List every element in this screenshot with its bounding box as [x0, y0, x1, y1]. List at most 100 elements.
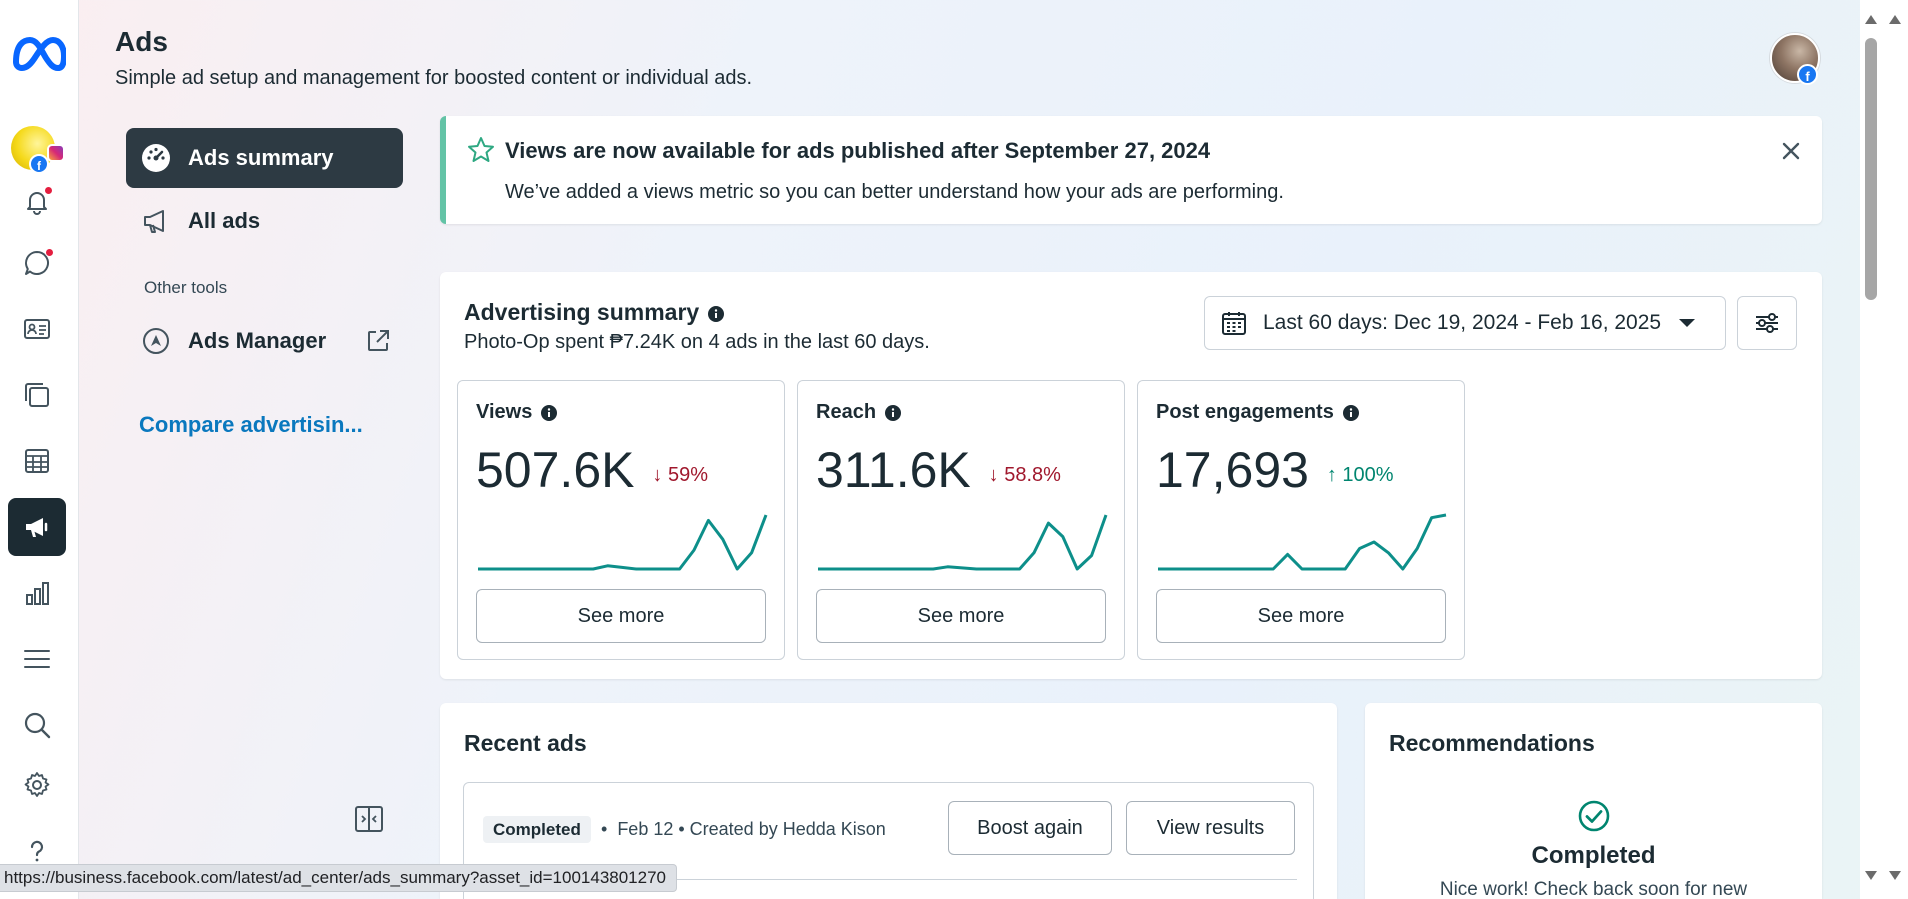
rail-planner[interactable]: [8, 432, 66, 490]
recommendations-hint: Nice work! Check back soon for new: [1439, 879, 1748, 899]
notice-body: We’ve added a views metric so you can be…: [505, 181, 1284, 203]
metric-change-text: 58.8%: [1004, 464, 1061, 486]
info-icon[interactable]: [707, 305, 725, 323]
bar-chart-icon: [26, 582, 49, 605]
notification-dot: [44, 186, 53, 195]
views-notice: Views are now available for ads publishe…: [440, 116, 1822, 224]
other-tools-label: Other tools: [144, 278, 228, 297]
ad-meta: • Feb 12 • Created by Hedda Kison: [601, 819, 886, 839]
summary-subtitle: Photo-Op spent ₱7.24K on 4 ads in the la…: [464, 331, 930, 353]
metric-label-text: Post engagements: [1156, 401, 1334, 423]
info-icon[interactable]: [540, 404, 558, 422]
rail-content[interactable]: [8, 366, 66, 424]
metric-change-text: 59%: [667, 464, 708, 486]
metric-change: ↓ 59%: [652, 464, 708, 486]
sparkline-path: [1158, 513, 1447, 571]
metric-label: Reach: [816, 401, 902, 424]
view-results-button[interactable]: View results: [1126, 801, 1295, 855]
sparkline-reach: [818, 514, 1108, 571]
facebook-icon: f: [29, 154, 49, 174]
metric-label: Views: [476, 401, 558, 424]
metric-value: 311.6K ↓ 58.8%: [816, 441, 1061, 499]
collapse-panel-icon[interactable]: [354, 804, 384, 834]
scroll-up-arrow-icon[interactable]: [1864, 13, 1878, 25]
scroll-thumb[interactable]: [1865, 38, 1877, 300]
nav-ads-summary[interactable]: Ads summary: [126, 128, 403, 188]
rail-inbox[interactable]: [8, 234, 66, 292]
summary-title: Advertising summary: [464, 299, 725, 326]
inbox-dot: [45, 248, 54, 257]
see-more-button[interactable]: See more: [1156, 589, 1446, 643]
see-more-button[interactable]: See more: [816, 589, 1106, 643]
layers-icon: [25, 383, 49, 407]
nav-all-ads[interactable]: All ads: [126, 191, 403, 251]
ad-meta-text: Feb 12 • Created by Hedda Kison: [617, 819, 886, 839]
chat-bubble-icon: [25, 251, 49, 275]
gear-icon: [24, 772, 50, 797]
calendar-icon: [1222, 312, 1246, 335]
close-icon[interactable]: [1776, 136, 1806, 166]
metric-label-text: Views: [476, 401, 533, 423]
metric-label-text: Reach: [816, 401, 877, 423]
recommendations-title: Recommendations: [1389, 730, 1595, 756]
arrow-up-icon: ↑: [1326, 464, 1337, 486]
sparkline-path: [818, 514, 1108, 571]
divider: [483, 879, 1297, 880]
nav-ads-manager[interactable]: Ads Manager: [126, 311, 403, 371]
sparkline-post-engagements: [1158, 513, 1447, 571]
info-icon[interactable]: [884, 404, 902, 422]
sliders-icon: [1756, 313, 1778, 333]
account-switcher[interactable]: f: [11, 126, 65, 176]
date-range-dropdown[interactable]: Last 60 days: Dec 19, 2024 - Feb 16, 202…: [1204, 296, 1726, 350]
megaphone-icon: [26, 518, 48, 537]
info-icon[interactable]: [1342, 404, 1360, 422]
star-icon: [468, 137, 494, 162]
metric-card-reach: Reach 311.6K ↓ 58.8% See more: [797, 380, 1125, 660]
rail-insights[interactable]: [8, 564, 66, 622]
sparkline-views: [478, 514, 768, 571]
metric-change: ↑ 100%: [1327, 464, 1394, 486]
summary-title-text: Advertising summary: [464, 299, 700, 325]
metric-card-views: Views 507.6K ↓ 59% See more: [457, 380, 785, 660]
arrow-down-icon: ↓: [652, 464, 663, 486]
page-title: Ads: [115, 26, 168, 57]
search-icon: [24, 712, 51, 739]
recent-ads-title: Recent ads: [464, 730, 587, 756]
facebook-badge-icon: f: [1797, 64, 1818, 85]
filter-settings-button[interactable]: [1737, 296, 1797, 350]
status-badge: Completed: [483, 816, 591, 843]
external-link-icon[interactable]: [365, 328, 391, 354]
scroll-down-arrow-icon[interactable]: [1864, 870, 1878, 882]
meta-logo-icon[interactable]: [10, 34, 66, 74]
compare-advertising-link[interactable]: Compare advertisin...: [139, 412, 363, 437]
recent-ad-row: Completed • Feb 12 • Created by Hedda Ki…: [463, 782, 1314, 899]
status-bar-url: https://business.facebook.com/latest/ad_…: [0, 864, 678, 892]
metric-value: 17,693 ↑ 100%: [1156, 441, 1394, 499]
grid-table-icon: [25, 449, 49, 473]
page-subtitle: Simple ad setup and management for boost…: [115, 67, 753, 89]
see-more-button[interactable]: See more: [476, 589, 766, 643]
notice-title: Views are now available for ads publishe…: [505, 138, 1211, 163]
vertical-scrollbar[interactable]: [1860, 0, 1882, 899]
bell-icon: [27, 192, 47, 215]
rail-menu[interactable]: [8, 630, 66, 688]
rail-notifications[interactable]: [8, 172, 66, 230]
rail-help[interactable]: [8, 822, 66, 880]
metric-change: ↓ 58.8%: [989, 464, 1061, 486]
advertising-summary-card: Advertising summary Photo-Op spent ₱7.24…: [440, 272, 1822, 679]
rail-ads[interactable]: [8, 498, 66, 556]
metric-card-post-engagements: Post engagements 17,693 ↑ 100% See more: [1137, 380, 1465, 660]
window-edge: [1882, 0, 1908, 899]
date-range-text: Last 60 days: Dec 19, 2024 - Feb 16, 202…: [1263, 311, 1662, 334]
help-icon: [30, 840, 44, 862]
nav-ads-summary-label: Ads summary: [188, 145, 334, 170]
rail-search[interactable]: [8, 696, 66, 754]
rail-settings[interactable]: [8, 756, 66, 814]
metric-value-text: 17,693: [1156, 442, 1309, 498]
rail-contacts[interactable]: [8, 300, 66, 358]
scroll-up-arrow-icon[interactable]: [1888, 13, 1902, 25]
boost-again-button[interactable]: Boost again: [948, 801, 1112, 855]
scroll-down-arrow-icon[interactable]: [1888, 870, 1902, 882]
metric-value-text: 507.6K: [476, 442, 635, 498]
megaphone-outline-icon: [144, 210, 164, 233]
